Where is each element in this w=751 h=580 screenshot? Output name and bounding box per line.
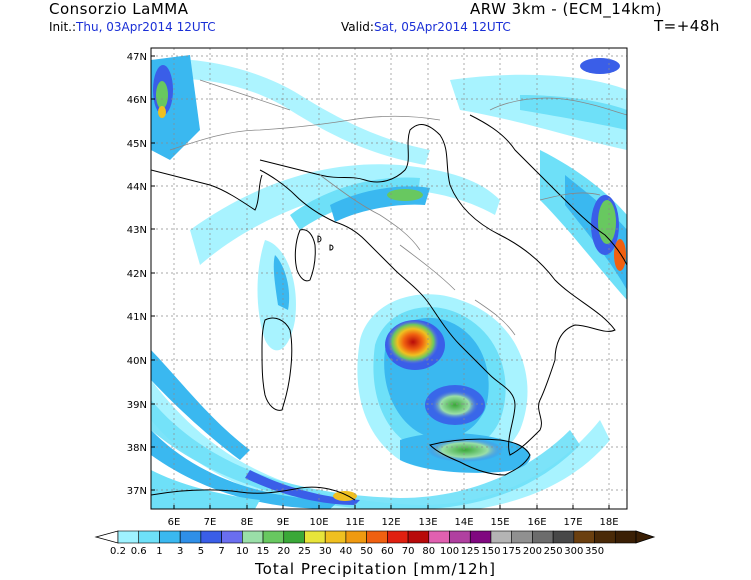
- lon-label: 14E: [454, 517, 473, 528]
- colorbar-swatch: [532, 530, 554, 544]
- lat-label: 47N: [127, 52, 147, 63]
- colorbar-label: 40: [340, 546, 353, 557]
- lon-label: 15E: [490, 517, 509, 528]
- colorbar-label: 5: [198, 546, 204, 557]
- colorbar-label: 3: [177, 546, 183, 557]
- colorbar-swatch: [449, 530, 471, 544]
- lon-label: 12E: [381, 517, 400, 528]
- init-value: Thu, 03Apr2014 12UTC: [76, 20, 216, 34]
- valid-info: Valid:Sat, 05Apr2014 12UTC: [341, 20, 511, 34]
- colorbar-label: 100: [440, 546, 459, 557]
- colorbar: 0.2 0.6 1 3 5 7 10 15 20 25 30 40 50 60 70 80 100 125 150 1…: [94, 530, 656, 557]
- lon-label: 17E: [563, 517, 582, 528]
- colorbar-label: 200: [523, 546, 542, 557]
- lat-label: 41N: [127, 312, 147, 323]
- valid-label: Valid:: [341, 20, 374, 34]
- colorbar-swatch: [159, 530, 181, 544]
- lon-label: 10E: [309, 517, 328, 528]
- colorbar-swatch: [594, 530, 616, 544]
- lon-label: 9E: [277, 517, 290, 528]
- lon-label: 8E: [241, 517, 254, 528]
- lat-label: 39N: [127, 400, 147, 411]
- lat-label: 42N: [127, 269, 147, 280]
- colorbar-label: 0.6: [131, 546, 147, 557]
- colorbar-label: 7: [218, 546, 224, 557]
- latitude-labels: 47N 46N 45N 44N 43N 42N 41N 40N 39N 38N 37N: [127, 52, 155, 497]
- colorbar-swatch: [490, 530, 512, 544]
- colorbar-swatch: [200, 530, 222, 544]
- colorbar-swatch: [242, 530, 264, 544]
- colorbar-label: 30: [319, 546, 332, 557]
- colorbar-swatch: [138, 530, 160, 544]
- colorbar-label: 70: [402, 546, 415, 557]
- colorbar-label: 350: [585, 546, 604, 557]
- model-title: ARW 3km - (ECM_14km): [470, 0, 662, 18]
- colorbar-label: 20: [277, 546, 290, 557]
- longitude-labels: 6E 7E 8E 9E 10E 11E 12E 13E 14E 15E 16E 17E 18E: [168, 505, 619, 528]
- lead-time: T=+48h: [654, 17, 720, 35]
- lat-label: 46N: [127, 95, 147, 106]
- coastlines: [151, 114, 627, 501]
- colorbar-label: 10: [236, 546, 249, 557]
- colorbar-label: 300: [564, 546, 583, 557]
- colorbar-swatch: [573, 530, 595, 544]
- colorbar-swatch: [511, 530, 533, 544]
- lat-label: 43N: [127, 225, 147, 236]
- colorbar-swatch: [366, 530, 388, 544]
- colorbar-label: 25: [298, 546, 311, 557]
- colorbar-label: 50: [360, 546, 373, 557]
- colorbar-swatch: [345, 530, 367, 544]
- colorbar-swatch: [387, 530, 409, 544]
- colorbar-label: 0.2: [110, 546, 126, 557]
- lon-label: 18E: [599, 517, 618, 528]
- colorbar-label: 15: [257, 546, 270, 557]
- colorbar-swatch: [324, 530, 347, 544]
- lat-label: 45N: [127, 139, 147, 150]
- colorbar-label: 80: [422, 546, 435, 557]
- colorbar-swatch: [283, 530, 305, 544]
- colorbar-label: 125: [461, 546, 480, 557]
- colorbar-label: 1: [156, 546, 162, 557]
- colorbar-swatch: [407, 530, 430, 544]
- colorbar-swatch: [117, 530, 140, 544]
- colorbar-right-arrow: [635, 530, 656, 544]
- lon-label: 6E: [168, 517, 181, 528]
- colorbar-label: 250: [544, 546, 563, 557]
- lon-label: 11E: [345, 517, 364, 528]
- org-title: Consorzio LaMMA: [49, 0, 189, 18]
- lat-label: 37N: [127, 486, 147, 497]
- colorbar-label: 150: [481, 546, 500, 557]
- colorbar-swatch: [614, 530, 637, 544]
- colorbar-title: Total Precipitation [mm/12h]: [255, 560, 496, 578]
- colorbar-swatch: [262, 530, 285, 544]
- lon-label: 7E: [204, 517, 217, 528]
- valid-value: Sat, 05Apr2014 12UTC: [373, 20, 511, 34]
- lon-label: 13E: [418, 517, 437, 528]
- lat-label: 44N: [127, 182, 147, 193]
- colorbar-swatch: [304, 530, 326, 544]
- colorbar-swatch: [428, 530, 450, 544]
- colorbar-left-arrow: [94, 530, 119, 544]
- colorbar-swatch: [221, 530, 243, 544]
- colorbar-label: 60: [381, 546, 394, 557]
- lat-label: 40N: [127, 356, 147, 367]
- borders: [169, 79, 627, 336]
- colorbar-label: 175: [502, 546, 521, 557]
- colorbar-swatch: [552, 530, 575, 544]
- colorbar-swatch: [469, 530, 492, 544]
- map-frame: [150, 47, 628, 510]
- colorbar-swatch: [179, 530, 202, 544]
- init-label: Init.:: [49, 20, 77, 34]
- lon-label: 16E: [527, 517, 546, 528]
- lat-label: 38N: [127, 443, 147, 454]
- init-info: Init.:Thu, 03Apr2014 12UTC: [49, 20, 216, 34]
